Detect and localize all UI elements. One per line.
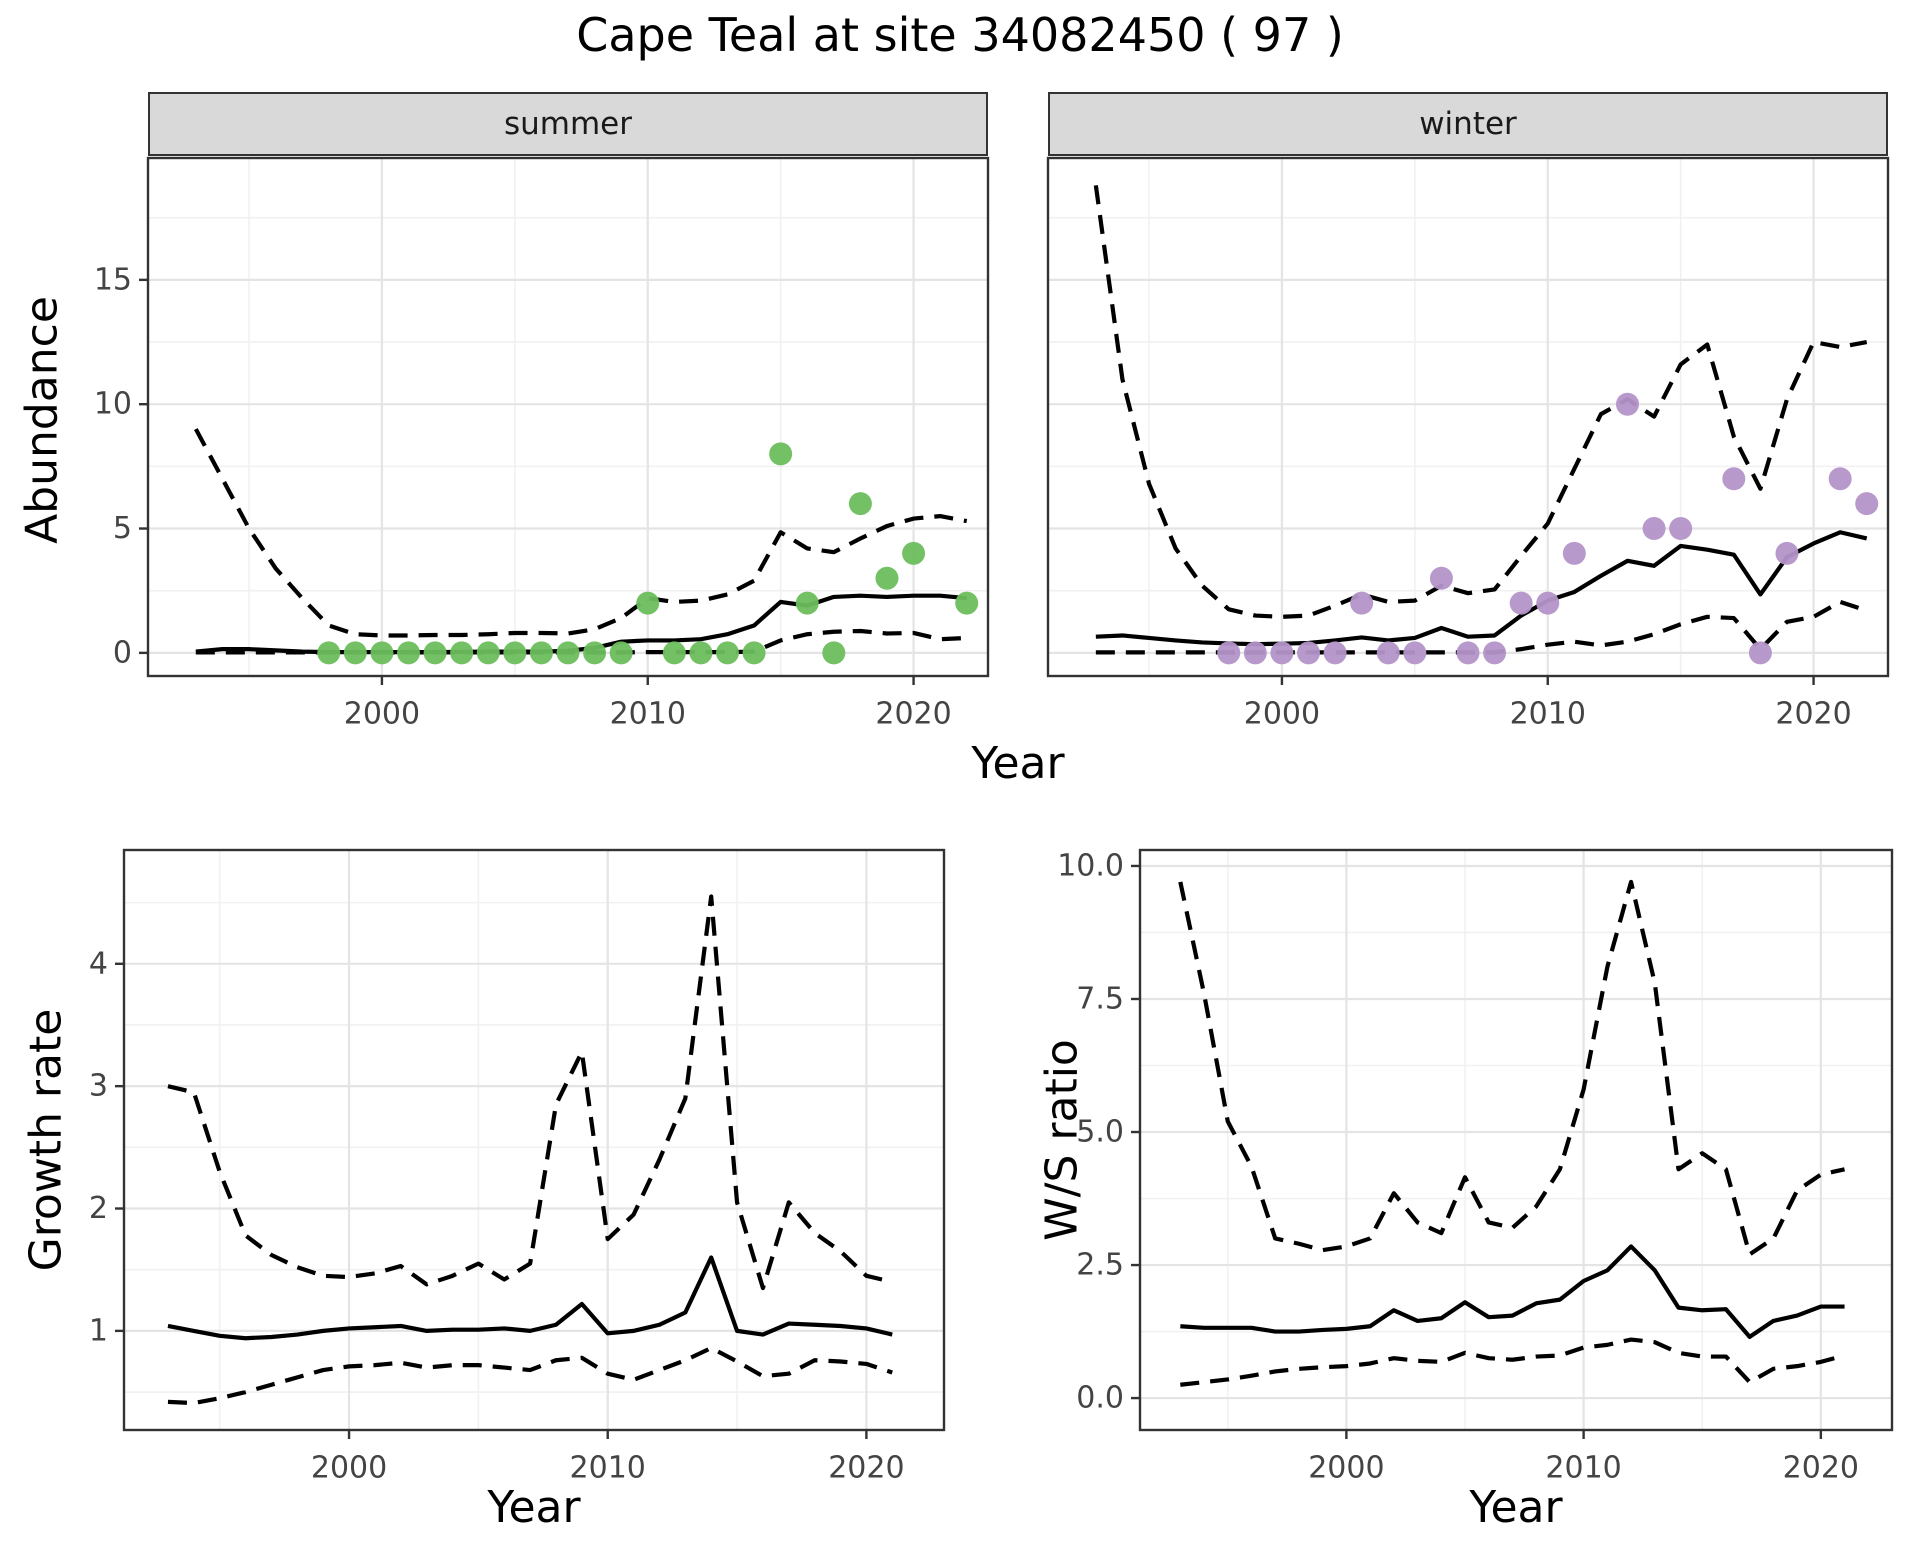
abundance-summer-observation-point [397,641,421,665]
abundance-summer-observation-point [822,641,846,665]
abundance-winter-observation-point [1456,641,1480,665]
abundance-summer-border [146,156,990,678]
facet-strip-summer: summer [148,92,988,156]
abundance-winter-x-tick-label: 2000 [1244,697,1320,732]
ws-ratio-x-tick-label: 2010 [1545,1451,1621,1486]
abundance-winter-observation-point [1483,641,1507,665]
abundance-winter-observation-point [1350,591,1374,615]
growth-rate-x-tick-label: 2000 [311,1451,387,1486]
abundance-winter-observation-point [1376,641,1400,665]
abundance-winter-panel: 2000 2010 2020 [1046,156,1890,732]
growth-rate-lower-ci-line [167,1345,893,1406]
abundance-summer-observation-point [795,591,819,615]
growth-rate-x-tick-label: 2010 [570,1451,646,1486]
abundance-winter-observation-point [1270,641,1294,665]
abundance-winter-observation-point [1722,467,1746,491]
abundance-summer-observation-point [317,641,341,665]
growth-rate-y-tick-label: 4 [89,946,108,981]
growth-rate-background [124,850,944,1430]
abundance-summer-observation-point [343,641,367,665]
abundance-summer-x-tick-label: 2000 [344,697,420,732]
ws-ratio-lower-ci-line [1180,1337,1846,1387]
abundance-winter-observation-point [1562,541,1586,565]
ws-ratio-y-tick-label: 5.0 [1076,1115,1124,1150]
x-axis-title-year-ws: Year [1469,1482,1563,1533]
abundance-summer-observation-point [556,641,580,665]
abundance-summer-y-tick-label: 5 [113,511,132,546]
abundance-winter-observation-point [1615,392,1639,416]
abundance-winter-observation-point [1323,641,1347,665]
abundance-summer-observation-point [529,641,553,665]
abundance-summer-observation-point [848,492,872,516]
ws-ratio-median-line [1180,1244,1845,1339]
abundance-winter-observation-point [1828,467,1852,491]
ws-ratio-x-tick-label: 2020 [1783,1451,1859,1486]
abundance-winter-observation-point [1748,641,1772,665]
abundance-winter-observation-point [1642,517,1666,541]
growth-rate-y-tick-label: 1 [89,1313,108,1348]
abundance-summer-background [148,158,988,676]
growth-rate-border [122,848,946,1432]
facet-strip-summer-label: summer [503,106,632,142]
abundance-summer-observation-point [955,591,979,615]
abundance-winter-observation-point [1217,641,1241,665]
abundance-winter-observation-point [1297,641,1321,665]
growth-rate-median-line [167,1255,893,1341]
abundance-winter-observation-point [1429,566,1453,590]
abundance-summer-y-tick-label: 10 [94,387,132,422]
ws-ratio-y-tick-label: 10.0 [1057,848,1124,883]
abundance-summer-observation-point [423,641,447,665]
abundance-summer-observation-point [662,641,686,665]
facet-strip-winter: winter [1048,92,1888,156]
abundance-winter-observation-point [1243,641,1267,665]
abundance-summer-x-tick-label: 2020 [875,697,951,732]
growth-rate-y-tick-label: 2 [89,1191,108,1226]
ws-ratio-y-tick-label: 0.0 [1076,1381,1124,1416]
abundance-summer-observation-point [503,641,527,665]
abundance-summer-observation-point [769,442,793,466]
abundance-summer-x-tick-label: 2010 [610,697,686,732]
ws-ratio-x-tick-label: 2000 [1308,1451,1384,1486]
abundance-winter-observation-point [1775,541,1799,565]
abundance-summer-observation-point [609,641,633,665]
abundance-summer-observation-point [583,641,607,665]
abundance-summer-y-tick-label: 0 [113,635,132,670]
ws-ratio-upper-ci-line [1178,879,1846,1257]
abundance-summer-observation-point [715,641,739,665]
ws-ratio-y-tick-label: 2.5 [1076,1248,1124,1283]
abundance-summer-observation-point [902,541,926,565]
abundance-summer-observation-point [875,566,899,590]
abundance-summer-observation-point [450,641,474,665]
plot-title: Cape Teal at site 34082450 ( 97 ) [576,8,1344,62]
abundance-summer-y-tick-label: 15 [94,262,132,297]
abundance-winter-observation-point [1403,641,1427,665]
abundance-summer-observation-point [689,641,713,665]
abundance-winter-observation-point [1855,492,1879,516]
abundance-winter-x-tick-label: 2020 [1775,697,1851,732]
abundance-summer-upper-ci-line [193,428,968,638]
x-axis-title-year-growth: Year [487,1482,581,1533]
ws-ratio-panel: 2000 2010 2020 0.0 2.5 5.0 7.5 10.0 [1057,848,1894,1486]
abundance-winter-observation-point [1536,591,1560,615]
abundance-summer-observation-point [636,591,660,615]
abundance-winter-x-tick-label: 2010 [1510,697,1586,732]
facet-strip-winter-label: winter [1419,106,1517,142]
abundance-winter-background [1048,158,1888,676]
abundance-summer-observation-point [742,641,766,665]
growth-rate-y-tick-label: 3 [89,1069,108,1104]
growth-rate-x-tick-label: 2020 [828,1451,904,1486]
abundance-winter-border [1046,156,1890,678]
abundance-summer-observation-point [476,641,500,665]
abundance-winter-observation-point [1669,517,1693,541]
abundance-summer-panel: 2000 2010 2020 0 5 10 15 [94,156,990,732]
growth-rate-upper-ci-line [167,894,893,1291]
ws-ratio-y-tick-label: 7.5 [1076,981,1124,1016]
growth-rate-panel: 2000 2010 2020 1 2 3 4 [89,848,946,1486]
abundance-summer-observation-point [370,641,394,665]
x-axis-title-year-top: Year [971,738,1065,789]
ws-ratio-border [1138,848,1894,1432]
ws-ratio-background [1140,850,1892,1430]
abundance-winter-observation-point [1509,591,1533,615]
